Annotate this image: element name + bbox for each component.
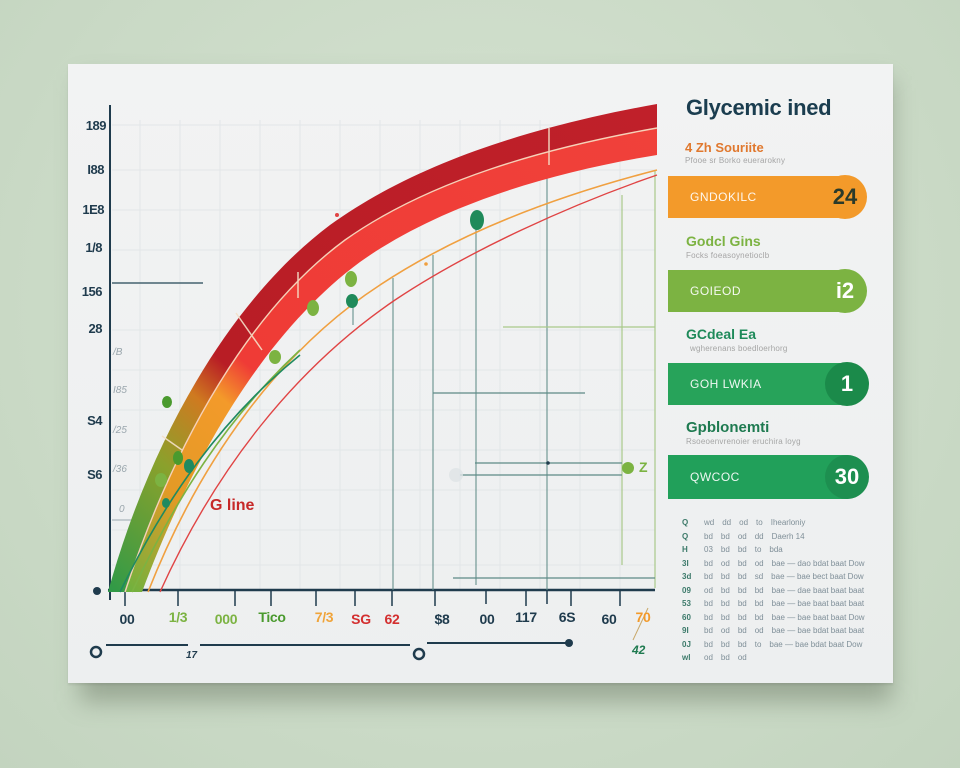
bottom-note: 17 xyxy=(186,650,198,661)
pill-label: GOIEOD xyxy=(690,284,742,298)
gi-category-pill: GOIEOD i2 xyxy=(668,269,867,313)
x-tick-label: 117 xyxy=(515,609,537,625)
y-tick-label: S6 xyxy=(87,467,102,482)
orange-line xyxy=(147,169,658,593)
legend-table-row: 9I bd od bd od bae — bae bdat baat baat xyxy=(682,626,865,635)
panel-description: Rsoeoenvrenoier eruchira loyg xyxy=(686,437,801,446)
green-line xyxy=(131,349,301,593)
y-tick-label: 189 xyxy=(85,118,107,133)
teal-line xyxy=(119,354,301,593)
y-tick-label: 1E8 xyxy=(82,202,104,217)
panel-description: Focks foeasoynetioclb xyxy=(686,251,770,260)
panel-heading: Gpblonemti xyxy=(686,419,770,436)
gi-category-pill: GOH LWKIA 1 xyxy=(668,362,869,406)
pill-label: GNDOKILC xyxy=(690,190,757,204)
pill-label: GOH LWKIA xyxy=(690,377,762,391)
x-tick-label: 00 xyxy=(479,611,495,627)
x-tick-label: 7/3 xyxy=(314,609,334,625)
legend-table-row: 3I bd od bd od bae — dao bdat baat Dow xyxy=(682,558,865,568)
y-minor-label: /36 xyxy=(113,464,127,475)
slider-start-handle xyxy=(89,645,103,659)
x-tick-label: 00 xyxy=(119,611,135,627)
x-tick-label: 60 xyxy=(601,611,617,627)
x-tick-label: 6S xyxy=(558,609,576,625)
panel-description: wgherenans boedloerhorg xyxy=(690,344,788,353)
legend-table-row: 3d bd bd bd sd bae — bae bect baat Dow xyxy=(682,572,864,581)
x-tick-label: 70 xyxy=(635,609,651,625)
y-minor-label: /B xyxy=(113,347,123,358)
red-line xyxy=(159,174,658,593)
legend-table-row: 0J bd bd bd to bae — bae bdat baat Dow xyxy=(682,639,863,649)
legend-table-row: 53 bd bd bd bd bae — bae baat baat baat xyxy=(682,599,865,608)
x-tick-label: Tico xyxy=(258,609,286,625)
pill-label: QWCOC xyxy=(690,470,740,484)
y-tick-label: 156 xyxy=(81,284,103,299)
y-minor-label: /25 xyxy=(113,425,127,436)
panel-heading: GCdeal Ea xyxy=(686,326,757,342)
x-tick-label: SG xyxy=(351,611,371,627)
y-tick-label: I88 xyxy=(87,162,104,177)
x-tick-label: 62 xyxy=(384,611,400,627)
inner-band xyxy=(125,128,657,592)
right-note: 42 xyxy=(632,643,646,657)
legend-table-row: 60 bd bd bd bd bae — bae baat baat Dow xyxy=(682,612,865,622)
pill-value-badge: 1 xyxy=(825,362,869,406)
gi-category-pill: GNDOKILC 24 xyxy=(668,175,867,219)
y-minor-label: 0 xyxy=(119,504,125,515)
z-marker-dot xyxy=(622,462,634,474)
origin-dot xyxy=(93,587,101,595)
legend-table-row: H 03 bd bd to bda xyxy=(682,545,783,554)
data-markers xyxy=(155,210,484,508)
x-tick-label: 000 xyxy=(214,611,238,627)
slider-mid-handle xyxy=(412,647,426,661)
x-tick-label: $8 xyxy=(434,611,450,627)
pill-value-badge: i2 xyxy=(823,269,867,313)
x-tick-label: 1/3 xyxy=(168,609,188,625)
slider-end-handle xyxy=(565,639,573,647)
panel-heading: Godcl Gins xyxy=(686,233,761,249)
y-tick-label: S4 xyxy=(87,413,102,428)
z-marker-label: Z xyxy=(639,459,648,475)
legend-table-row: 09 od bd bd bd bae — dae baat baat baat xyxy=(682,585,865,595)
y-tick-label: 28 xyxy=(88,321,103,336)
outer-band xyxy=(108,104,657,592)
y-tick-label: 1/8 xyxy=(85,240,102,255)
infographic-title: Glycemic ined xyxy=(686,95,832,120)
grid-lines xyxy=(112,120,655,590)
y-minor-label: I85 xyxy=(113,385,127,396)
gi-category-pill: QWCOC 30 xyxy=(668,455,869,499)
pill-value-badge: 30 xyxy=(825,455,869,499)
pill-value-badge: 24 xyxy=(823,175,867,219)
g-line-annotation: G line xyxy=(210,497,255,514)
panel-heading: 4 Zh Souriite xyxy=(685,140,764,155)
legend-table-row: wl od bd od xyxy=(682,653,747,662)
panel-description: Pfooe sr Borko euerarokny xyxy=(685,156,786,165)
